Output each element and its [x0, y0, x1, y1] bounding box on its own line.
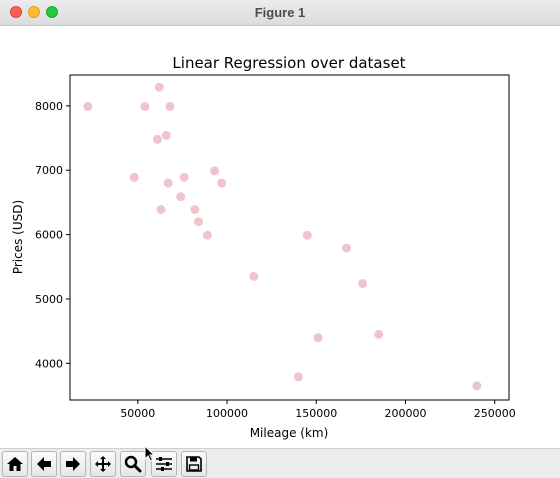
floppy-disk-icon	[186, 456, 202, 472]
home-icon	[7, 457, 23, 471]
scatter-point	[179, 172, 189, 182]
scatter-point	[154, 82, 164, 92]
figure-canvas[interactable]: Linear Regression over dataset 50000 1000…	[0, 26, 560, 448]
y-axis-label: Prices (USD)	[11, 200, 25, 274]
scatter-point	[129, 172, 139, 182]
x-tick-label: 250000	[474, 407, 516, 420]
pan-button[interactable]	[90, 451, 116, 477]
scatter-point	[293, 372, 303, 382]
scatter-point	[165, 102, 175, 112]
zoom-button[interactable]	[120, 451, 146, 477]
magnifier-icon	[124, 455, 142, 473]
arrow-right-icon	[66, 457, 80, 471]
close-window-button[interactable]	[10, 6, 22, 18]
mouse-cursor-icon	[144, 445, 156, 462]
y-tick-label: 6000	[35, 229, 63, 242]
window-titlebar: Figure 1	[0, 0, 560, 26]
y-tick-label: 5000	[35, 293, 63, 306]
scatter-point	[313, 333, 323, 343]
scatter-point	[156, 205, 166, 215]
scatter-point	[83, 102, 93, 112]
y-tick-label: 7000	[35, 164, 63, 177]
scatter-point	[176, 192, 186, 202]
sliders-icon	[156, 457, 172, 471]
scatter-point	[202, 230, 212, 240]
x-tick-label: 50000	[120, 407, 155, 420]
x-tick-label: 150000	[295, 407, 337, 420]
scatter-point	[342, 243, 352, 253]
configure-subplots-button[interactable]	[151, 451, 177, 477]
save-button[interactable]	[181, 451, 207, 477]
navigation-toolbar	[0, 448, 560, 478]
x-axis: 50000 100000 150000 200000 250000	[120, 400, 516, 420]
forward-button[interactable]	[60, 451, 86, 477]
back-button[interactable]	[31, 451, 57, 477]
arrow-left-icon	[37, 457, 51, 471]
scatter-point	[190, 205, 200, 215]
scatter-point	[161, 130, 171, 140]
scatter-point	[472, 381, 482, 391]
scatter-point	[358, 279, 368, 289]
chart-title: Linear Regression over dataset	[172, 54, 405, 72]
y-tick-label: 4000	[35, 357, 63, 370]
scatter-point	[374, 329, 384, 339]
minimize-window-button[interactable]	[28, 6, 40, 18]
scatter-point	[249, 271, 259, 281]
scatter-points	[83, 82, 482, 391]
plot-area[interactable]	[69, 74, 510, 401]
scatter-point	[193, 217, 203, 227]
x-tick-label: 200000	[384, 407, 426, 420]
scatter-point	[140, 102, 150, 112]
scatter-point	[152, 134, 162, 144]
scatter-point	[210, 166, 220, 176]
scatter-point	[217, 178, 227, 188]
zoom-window-button[interactable]	[46, 6, 58, 18]
x-axis-label: Mileage (km)	[250, 426, 329, 440]
scatter-chart[interactable]: Linear Regression over dataset 50000 1000…	[0, 26, 560, 448]
scatter-point	[302, 230, 312, 240]
x-tick-label: 100000	[206, 407, 248, 420]
y-axis: 4000 5000 6000 7000 8000	[35, 100, 70, 370]
scatter-point	[163, 178, 173, 188]
home-button[interactable]	[2, 451, 28, 477]
move-icon	[95, 456, 111, 472]
y-tick-label: 8000	[35, 100, 63, 113]
window-title: Figure 1	[254, 5, 306, 20]
